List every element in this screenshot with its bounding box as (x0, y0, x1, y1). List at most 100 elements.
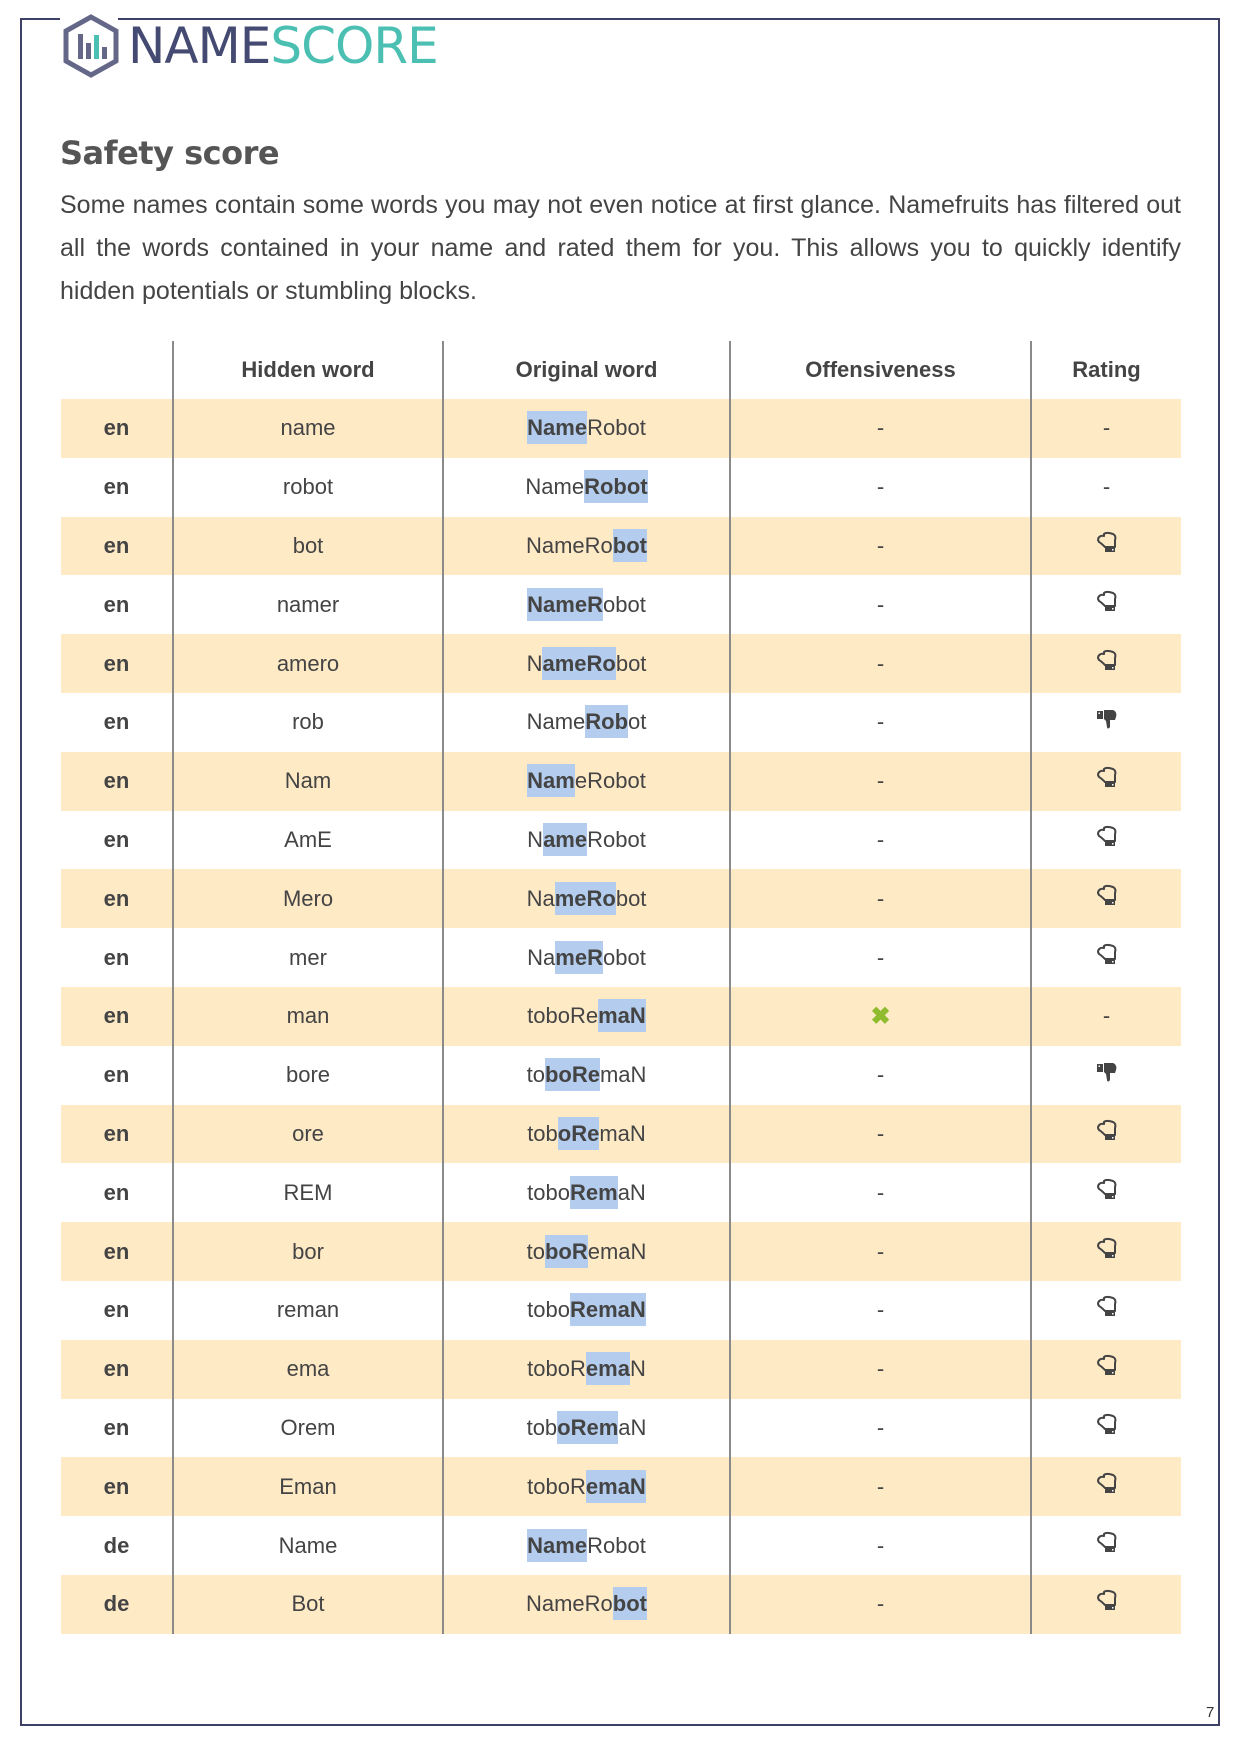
offensiveness-value: - (876, 944, 885, 970)
original-word-cell: toboRemaN (442, 1163, 730, 1223)
rating-cell (1030, 1398, 1181, 1458)
offensiveness-value: - (876, 1297, 885, 1323)
original-word-part: NameRo (525, 1591, 613, 1617)
header-offensiveness: Offensiveness (729, 341, 1031, 399)
rating-cell: - (1030, 399, 1181, 458)
language-cell: en (61, 1222, 173, 1281)
offensiveness-value: - (876, 826, 885, 852)
language-cell: en (61, 399, 173, 458)
offensiveness-value: - (876, 709, 885, 735)
rating-value: - (1102, 1003, 1111, 1029)
table-row: en bor toboRemaN - (61, 1222, 1181, 1281)
hidden-word-cell: Mero (172, 869, 443, 929)
highlighted-substring: emaN (585, 1469, 646, 1503)
neutral-hand-icon (1095, 1237, 1119, 1267)
language-cell: en (61, 869, 173, 929)
highlighted-substring: Rem (570, 1175, 618, 1209)
highlighted-substring: RemaN (570, 1293, 646, 1327)
offensiveness-cell: - (729, 634, 1031, 693)
original-word-part: bot (615, 650, 647, 676)
offensiveness-value: - (876, 1062, 885, 1088)
table-row: en AmE NameRobot - (61, 810, 1181, 870)
neutral-hand-icon (1095, 1354, 1119, 1384)
rating-cell (1030, 575, 1181, 635)
offensiveness-value: - (876, 1356, 885, 1382)
offensiveness-cell: - (729, 1339, 1031, 1399)
header-original-word: Original word (442, 341, 730, 399)
language-cell: en (61, 1339, 173, 1399)
language-cell: en (61, 1104, 173, 1164)
offensiveness-cell: - (729, 1280, 1031, 1340)
offensiveness-value: - (876, 1179, 885, 1205)
offensiveness-cell: - (729, 575, 1031, 635)
table-row: en Orem toboRemaN - (61, 1398, 1181, 1458)
original-word-part: Robot (587, 826, 646, 852)
hidden-word-cell: Orem (172, 1398, 443, 1458)
original-word-cell: toboRemaN (442, 1222, 730, 1281)
language-cell: en (103, 826, 130, 852)
original-word-part: aN (618, 1414, 647, 1440)
original-word-cell: NameRobot (442, 1516, 730, 1575)
table-row: en name NameRobot - - (61, 399, 1181, 458)
table-row: en robot NameRobot - - (61, 457, 1181, 517)
offensiveness-cell: - (729, 399, 1031, 458)
offensiveness-value: - (876, 474, 885, 500)
offensive-cross-icon: ✖ (870, 1002, 891, 1030)
language-cell: en (61, 751, 173, 811)
original-word-part: toboR (527, 1356, 586, 1382)
section-title: Safety score (60, 134, 280, 172)
language-cell: en (103, 1297, 130, 1323)
original-word-part: N (526, 650, 543, 676)
original-word-part: to (526, 1238, 545, 1264)
rating-cell (1030, 751, 1181, 811)
neutral-hand-icon (1095, 825, 1119, 855)
offensiveness-value: - (876, 1238, 885, 1264)
language-cell: de (61, 1574, 173, 1634)
hidden-word-cell: Name (172, 1516, 443, 1575)
table-row: en man toboRemaN ✖ - (61, 986, 1181, 1046)
safety-score-table: Hidden word Original word Offensiveness … (61, 341, 1181, 1634)
highlighted-substring: ameRo (542, 646, 616, 680)
offensiveness-cell: - (729, 1222, 1031, 1281)
original-word-part: Na (527, 944, 556, 970)
table-row: en bore toboRemaN - (61, 1045, 1181, 1105)
rating-value: - (1102, 474, 1111, 500)
language-cell: en (103, 944, 130, 970)
neutral-hand-icon (1095, 1119, 1119, 1149)
rating-cell (1030, 810, 1181, 870)
offensiveness-value: - (876, 1414, 885, 1440)
original-word-part: maN (599, 1062, 647, 1088)
neutral-hand-icon (1095, 884, 1119, 914)
namescore-logo: NAMESCORE (62, 14, 439, 78)
hidden-word-cell: mer (172, 928, 443, 987)
highlighted-substring: meR (555, 940, 603, 974)
highlighted-substring: bot (612, 1587, 647, 1621)
language-cell: en (103, 1414, 130, 1440)
hidden-word-cell: man (172, 986, 443, 1046)
offensiveness-cell: - (729, 457, 1031, 517)
language-cell: en (61, 516, 173, 576)
hidden-word-cell: reman (172, 1280, 443, 1340)
original-word-cell: toboRemaN (442, 1280, 730, 1340)
rating-cell: - (1030, 457, 1181, 517)
original-word-part: tobo (527, 1297, 570, 1323)
original-word-cell: toboRemaN (442, 1339, 730, 1399)
hidden-word-cell: bore (172, 1045, 443, 1105)
highlighted-substring: Rob (585, 705, 629, 739)
original-word-part: NameRo (525, 532, 613, 558)
table-row: en Mero NameRobot - (61, 869, 1181, 929)
original-word-part: tob (526, 1414, 558, 1440)
language-cell: de (103, 1532, 130, 1558)
bar-chart-hexagon-icon (63, 14, 119, 78)
offensiveness-value: - (876, 1532, 885, 1558)
highlighted-substring: Nam (527, 764, 575, 798)
offensiveness-cell: - (729, 751, 1031, 811)
rating-cell (1030, 1163, 1181, 1223)
rating-cell (1030, 1457, 1181, 1517)
language-cell: en (61, 634, 173, 693)
language-cell: en (103, 709, 130, 735)
original-word-cell: toboRemaN (442, 1398, 730, 1458)
original-word-part: toboRe (527, 1003, 599, 1029)
offensiveness-value: - (876, 532, 885, 558)
table-row: en rob NameRobot - (61, 692, 1181, 752)
